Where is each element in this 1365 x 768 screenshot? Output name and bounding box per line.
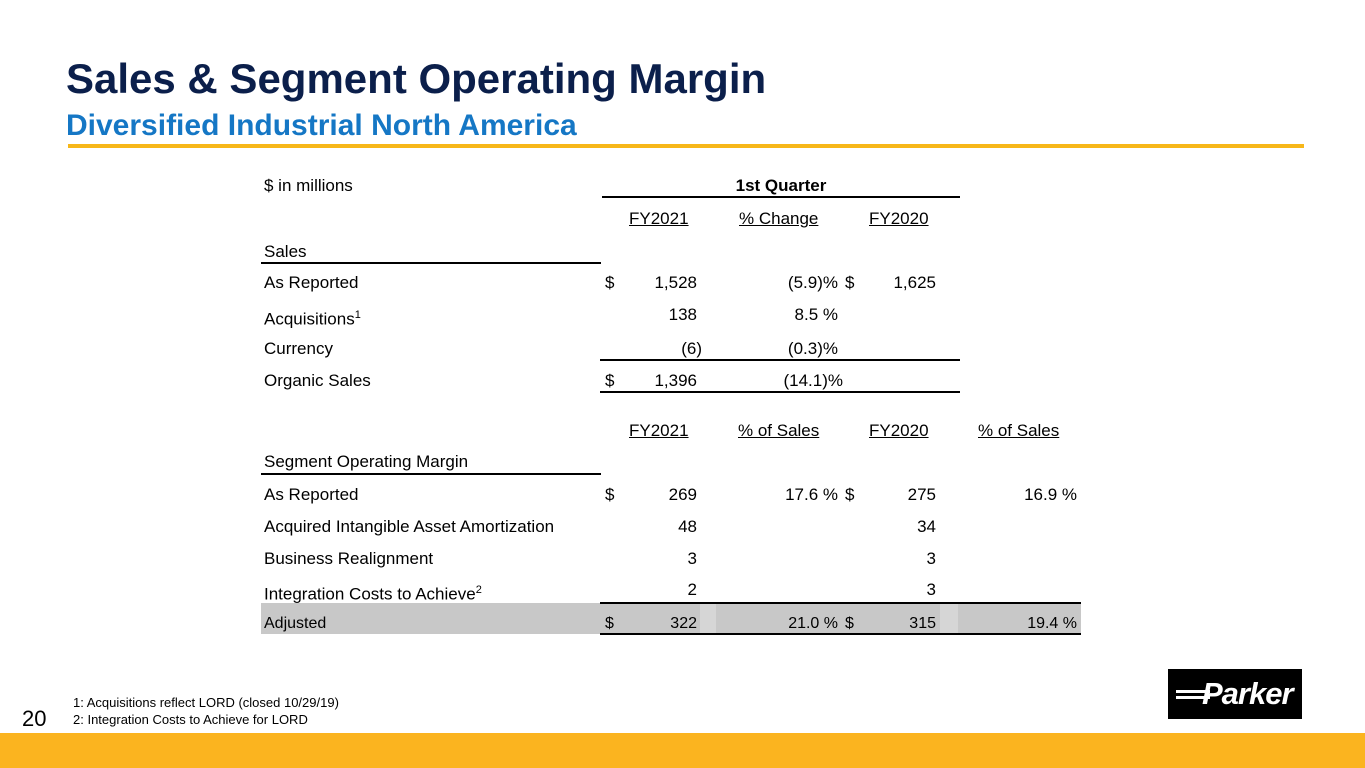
slide-subtitle: Diversified Industrial North America [66, 109, 577, 142]
sales-section-label: Sales [264, 242, 307, 261]
units-label: $ in millions [264, 176, 353, 195]
margin-fy2020-value: 275 [907, 485, 936, 504]
margin-pct2-value: 19.4 % [1027, 615, 1077, 632]
currency-total-rule [600, 359, 960, 361]
margin-pct1-value: 21.0 % [788, 615, 838, 632]
sales-col-fy2020: FY2020 [869, 209, 929, 228]
margin-section-label: Segment Operating Margin [264, 452, 469, 471]
footnote-2: 2: Integration Costs to Achieve for LORD [73, 712, 308, 727]
page-number: 20 [22, 706, 47, 731]
period-header: 1st Quarter [735, 176, 827, 195]
currency-symbol: $ [605, 273, 615, 292]
adjusted-row-shade-gap [940, 603, 958, 634]
margin-pct2-value: 16.9 % [1024, 485, 1077, 504]
adjusted-top-rule [600, 602, 1081, 604]
sales-change-value: (0.3)% [787, 339, 838, 358]
sales-col-change: % Change [739, 209, 819, 228]
sales-fy2021-value: 1,396 [654, 371, 697, 390]
sales-fy2021-value: 138 [668, 305, 697, 324]
margin-fy2020-value: 315 [909, 615, 936, 632]
row-label: Organic Sales [264, 371, 371, 390]
period-header-rule [602, 196, 960, 198]
row-label: Acquired Intangible Asset Amortization [264, 517, 555, 536]
margin-col-fy2020: FY2020 [869, 421, 929, 440]
sales-col-fy2021: FY2021 [629, 209, 689, 228]
row-label: As Reported [264, 273, 359, 292]
adjusted-row-shade-gap [700, 603, 716, 634]
sales-fy2020-value: 1,625 [893, 273, 936, 292]
sales-change-value: 8.5 % [794, 305, 838, 324]
logo-stripe [1176, 690, 1210, 693]
footer-band [0, 733, 1365, 768]
sales-change-value: (14.1)% [783, 371, 843, 390]
row-label: Integration Costs to Achieve2 [264, 584, 482, 604]
margin-col-pct2: % of Sales [978, 421, 1060, 440]
row-label: Currency [264, 339, 333, 358]
margin-fy2021-value: 3 [687, 549, 697, 568]
adjusted-bottom-rule [600, 633, 1081, 635]
margin-col-pct1: % of Sales [738, 421, 820, 440]
row-label: As Reported [264, 485, 359, 504]
footnote-ref: 1 [354, 309, 361, 321]
currency-symbol: $ [845, 485, 855, 504]
margin-fy2021-value: 48 [678, 517, 697, 536]
margin-section-rule [261, 473, 601, 475]
margin-pct1-value: 17.6 % [785, 485, 838, 504]
row-label: Acquisitions1 [264, 309, 361, 329]
sales-section-rule [261, 262, 601, 264]
footnote-ref: 2 [475, 584, 482, 596]
currency-symbol: $ [845, 273, 855, 292]
logo-stripe [1176, 696, 1210, 699]
logo-wordmark: Parker [1202, 676, 1294, 711]
sales-change-value: (5.9)% [787, 273, 838, 292]
currency-symbol: $ [605, 615, 614, 632]
margin-fy2021-value: 322 [670, 615, 697, 632]
title-rule [68, 144, 1304, 148]
row-label: Business Realignment [264, 549, 434, 568]
footnote-1: 1: Acquisitions reflect LORD (closed 10/… [73, 695, 339, 710]
row-label: Adjusted [264, 615, 327, 632]
margin-fy2021-value: 269 [668, 485, 697, 504]
currency-symbol: $ [605, 371, 615, 390]
margin-fy2020-value: 3 [926, 580, 936, 599]
margin-fy2020-value: 34 [917, 517, 936, 536]
sales-fy2021-value: (6) [681, 339, 702, 358]
margin-fy2020-value: 3 [926, 549, 936, 568]
margin-col-fy2021: FY2021 [629, 421, 689, 440]
organic-total-rule [600, 391, 960, 393]
slide-title: Sales & Segment Operating Margin [66, 55, 767, 102]
margin-fy2021-value: 2 [687, 580, 697, 599]
currency-symbol: $ [845, 615, 854, 632]
currency-symbol: $ [605, 485, 615, 504]
sales-fy2021-value: 1,528 [654, 273, 697, 292]
parker-logo: Parker [1168, 669, 1302, 719]
